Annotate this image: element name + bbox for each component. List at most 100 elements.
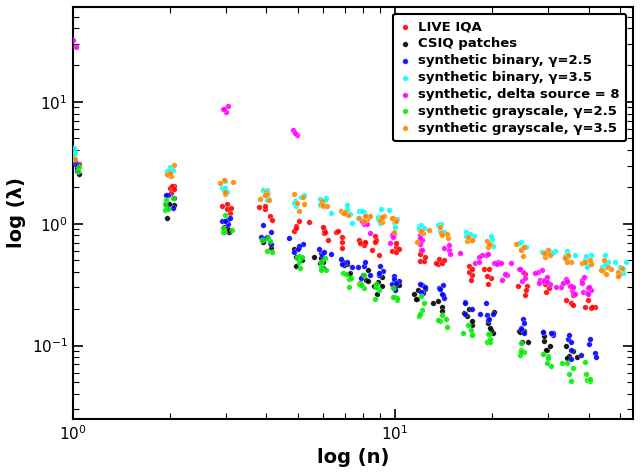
LIVE IQA xyxy=(583,296,593,304)
synthetic grayscale, γ=3.5 xyxy=(545,251,556,258)
synthetic grayscale, γ=3.5 xyxy=(442,230,452,238)
synthetic grayscale, γ=2.5 xyxy=(415,310,426,318)
CSIQ patches xyxy=(355,280,365,287)
synthetic grayscale, γ=3.5 xyxy=(360,212,370,220)
synthetic binary, γ=3.5 xyxy=(258,187,268,194)
synthetic binary, γ=2.5 xyxy=(336,255,346,263)
LIVE IQA xyxy=(360,238,370,246)
synthetic binary, γ=3.5 xyxy=(69,145,79,152)
synthetic, delta source = 8 xyxy=(586,286,596,293)
synthetic binary, γ=2.5 xyxy=(563,335,573,343)
synthetic, delta source = 8 xyxy=(501,272,511,279)
synthetic grayscale, γ=3.5 xyxy=(166,172,176,180)
synthetic grayscale, γ=3.5 xyxy=(518,243,529,251)
synthetic grayscale, γ=3.5 xyxy=(292,200,302,207)
synthetic grayscale, γ=2.5 xyxy=(543,354,553,362)
LIVE IQA xyxy=(482,273,492,280)
LIVE IQA xyxy=(484,265,495,273)
CSIQ patches xyxy=(74,170,84,177)
LIVE IQA xyxy=(391,239,401,247)
LIVE IQA xyxy=(320,228,330,236)
synthetic binary, γ=3.5 xyxy=(316,201,326,209)
synthetic grayscale, γ=3.5 xyxy=(220,190,230,198)
CSIQ patches xyxy=(522,338,532,346)
LIVE IQA xyxy=(267,216,277,223)
synthetic grayscale, γ=2.5 xyxy=(543,352,553,359)
synthetic grayscale, γ=3.5 xyxy=(255,195,266,202)
synthetic grayscale, γ=3.5 xyxy=(365,213,376,220)
synthetic binary, γ=3.5 xyxy=(516,238,526,246)
CSIQ patches xyxy=(342,260,352,267)
synthetic binary, γ=2.5 xyxy=(223,220,233,228)
LIVE IQA xyxy=(226,204,236,211)
synthetic, delta source = 8 xyxy=(541,278,552,286)
synthetic, delta source = 8 xyxy=(518,268,528,275)
synthetic, delta source = 8 xyxy=(579,288,589,296)
synthetic grayscale, γ=3.5 xyxy=(464,237,474,244)
synthetic binary, γ=2.5 xyxy=(72,167,82,175)
CSIQ patches xyxy=(262,233,273,240)
synthetic grayscale, γ=2.5 xyxy=(581,370,591,377)
synthetic grayscale, γ=3.5 xyxy=(541,249,551,257)
synthetic, delta source = 8 xyxy=(483,250,493,258)
LIVE IQA xyxy=(420,253,430,261)
synthetic grayscale, γ=2.5 xyxy=(442,323,452,330)
synthetic binary, γ=3.5 xyxy=(414,225,424,232)
synthetic grayscale, γ=3.5 xyxy=(228,179,238,186)
synthetic grayscale, γ=3.5 xyxy=(543,246,554,254)
synthetic binary, γ=3.5 xyxy=(486,232,496,240)
LIVE IQA xyxy=(323,237,333,244)
synthetic grayscale, γ=3.5 xyxy=(261,190,271,197)
synthetic binary, γ=3.5 xyxy=(460,232,470,240)
synthetic grayscale, γ=3.5 xyxy=(376,214,387,222)
synthetic binary, γ=2.5 xyxy=(221,217,232,224)
synthetic binary, γ=3.5 xyxy=(618,266,628,273)
LIVE IQA xyxy=(394,245,404,252)
synthetic binary, γ=2.5 xyxy=(348,264,358,271)
LIVE IQA xyxy=(586,304,596,312)
synthetic binary, γ=3.5 xyxy=(419,224,429,232)
synthetic binary, γ=2.5 xyxy=(438,281,449,289)
synthetic grayscale, γ=2.5 xyxy=(264,237,275,245)
synthetic binary, γ=3.5 xyxy=(320,196,330,203)
synthetic binary, γ=3.5 xyxy=(610,258,620,266)
synthetic binary, γ=3.5 xyxy=(345,210,355,218)
synthetic binary, γ=2.5 xyxy=(266,228,276,236)
synthetic, delta source = 8 xyxy=(532,268,543,276)
synthetic, delta source = 8 xyxy=(417,236,427,244)
synthetic binary, γ=2.5 xyxy=(488,310,499,318)
synthetic, delta source = 8 xyxy=(583,284,593,292)
LIVE IQA xyxy=(216,202,227,210)
synthetic binary, γ=2.5 xyxy=(162,204,172,212)
synthetic grayscale, γ=2.5 xyxy=(257,236,267,244)
synthetic grayscale, γ=3.5 xyxy=(298,193,308,201)
synthetic binary, γ=2.5 xyxy=(358,263,369,270)
CSIQ patches xyxy=(488,329,498,337)
LIVE IQA xyxy=(367,246,377,254)
synthetic binary, γ=3.5 xyxy=(469,232,479,240)
synthetic binary, γ=2.5 xyxy=(220,217,230,224)
synthetic grayscale, γ=3.5 xyxy=(375,217,385,224)
synthetic binary, γ=3.5 xyxy=(439,228,449,236)
synthetic binary, γ=3.5 xyxy=(353,214,364,222)
CSIQ patches xyxy=(388,282,399,290)
synthetic binary, γ=2.5 xyxy=(516,325,526,332)
synthetic grayscale, γ=2.5 xyxy=(262,234,273,242)
CSIQ patches xyxy=(463,305,474,313)
synthetic, delta source = 8 xyxy=(506,259,516,266)
synthetic binary, γ=3.5 xyxy=(580,256,591,264)
synthetic grayscale, γ=3.5 xyxy=(435,223,445,231)
synthetic, delta source = 8 xyxy=(415,231,425,238)
synthetic grayscale, γ=2.5 xyxy=(69,155,79,163)
synthetic grayscale, γ=2.5 xyxy=(227,226,237,234)
synthetic grayscale, γ=2.5 xyxy=(484,335,495,342)
synthetic binary, γ=3.5 xyxy=(537,248,547,255)
LIVE IQA xyxy=(590,303,600,311)
synthetic binary, γ=3.5 xyxy=(561,255,572,263)
synthetic grayscale, γ=2.5 xyxy=(344,283,355,291)
LIVE IQA xyxy=(74,160,84,168)
CSIQ patches xyxy=(376,273,387,281)
synthetic grayscale, γ=3.5 xyxy=(540,249,550,256)
LIVE IQA xyxy=(222,205,232,213)
synthetic grayscale, γ=2.5 xyxy=(458,329,468,337)
